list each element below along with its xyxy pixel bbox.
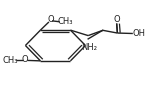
Text: CH₃: CH₃ xyxy=(57,17,73,26)
Text: NH₂: NH₂ xyxy=(81,43,97,52)
Text: O: O xyxy=(47,15,54,24)
Text: OH: OH xyxy=(133,29,146,38)
Text: O: O xyxy=(22,55,28,64)
Text: O: O xyxy=(113,15,120,24)
Text: CH₃: CH₃ xyxy=(3,56,18,65)
